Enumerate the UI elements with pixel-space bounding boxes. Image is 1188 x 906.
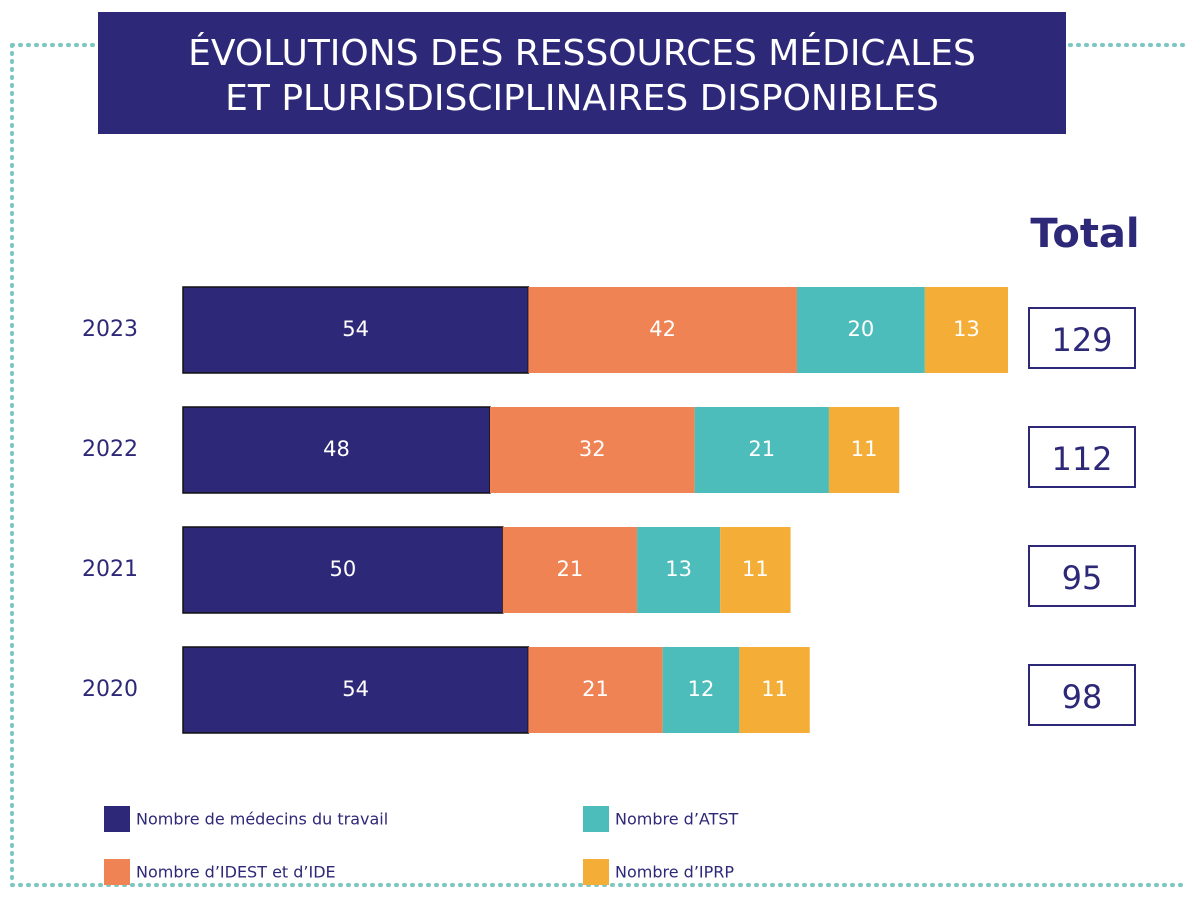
bar-segment	[182, 406, 491, 494]
bar-segment	[796, 287, 925, 373]
total-header: Total	[1030, 211, 1139, 257]
legend-label: Nombre de médecins du travail	[136, 810, 388, 829]
bar-segment	[637, 527, 721, 613]
bar-segment	[720, 527, 791, 613]
dotted-frame	[10, 43, 1188, 887]
bar-segment	[739, 647, 810, 733]
value-label: 54	[342, 317, 369, 341]
y-tick-label: 2020	[82, 677, 138, 702]
value-label: 11	[851, 437, 878, 461]
value-label: 12	[688, 677, 715, 701]
value-label: 50	[330, 557, 357, 581]
total-label: 129	[1051, 321, 1112, 359]
value-label: 54	[342, 677, 369, 701]
value-label: 13	[953, 317, 980, 341]
bar-segment	[924, 287, 1008, 373]
legend-swatch	[583, 806, 609, 832]
value-label: 42	[649, 317, 676, 341]
bar-segment	[182, 286, 530, 374]
value-label: 13	[665, 557, 692, 581]
value-label: 21	[557, 557, 584, 581]
value-label: 11	[742, 557, 769, 581]
y-tick-label: 2022	[82, 437, 138, 462]
value-label: 48	[323, 437, 350, 461]
y-tick-label: 2021	[82, 557, 138, 582]
chart-title: ET PLURISDISCIPLINAIRES DISPONIBLES	[225, 78, 939, 119]
value-label: 20	[848, 317, 875, 341]
bar-segment	[528, 287, 797, 373]
legend-label: Nombre d’ATST	[615, 810, 739, 829]
title-box	[98, 12, 1066, 134]
legend-label: Nombre d’IDEST et d’IDE	[136, 863, 336, 882]
chart-title: ÉVOLUTIONS DES RESSOURCES MÉDICALES	[188, 32, 976, 74]
y-tick-label: 2023	[82, 317, 138, 342]
total-label: 98	[1062, 678, 1103, 716]
bar-segment	[182, 526, 504, 614]
total-box	[1028, 664, 1136, 726]
value-label: 11	[761, 677, 788, 701]
total-box	[1028, 426, 1136, 488]
total-box	[1028, 307, 1136, 369]
bar-segment	[502, 527, 638, 613]
bar-segment	[662, 647, 740, 733]
legend-label: Nombre d’IPRP	[615, 863, 734, 882]
total-box	[1028, 545, 1136, 607]
value-label: 21	[582, 677, 609, 701]
bar-segment	[694, 407, 829, 493]
value-label: 32	[579, 437, 606, 461]
legend-swatch	[583, 859, 609, 885]
legend-swatch	[104, 859, 130, 885]
total-label: 95	[1062, 559, 1103, 597]
value-label: 21	[748, 437, 775, 461]
bar-segment	[182, 646, 530, 734]
legend-swatch	[104, 806, 130, 832]
bar-segment	[489, 407, 695, 493]
bar-segment	[528, 647, 663, 733]
bar-segment	[828, 407, 900, 493]
total-label: 112	[1051, 440, 1112, 478]
